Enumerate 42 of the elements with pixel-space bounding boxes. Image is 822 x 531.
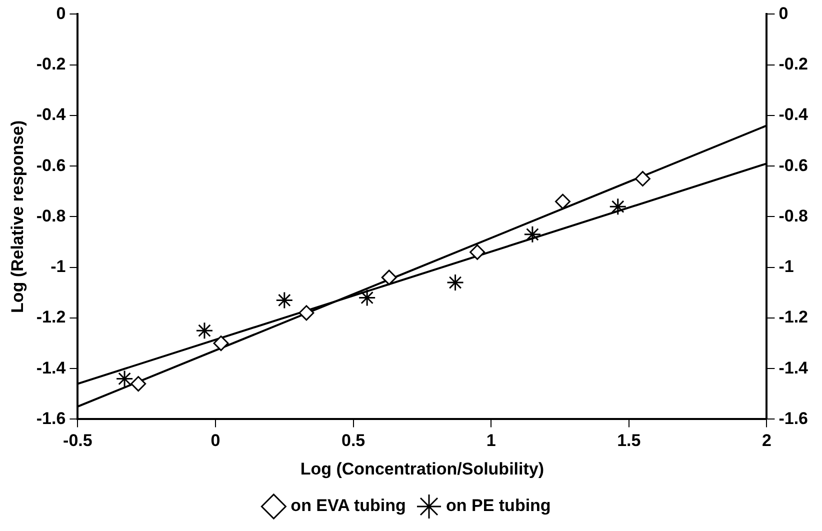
y-tick-label: -1: [50, 257, 66, 276]
legend-label: on PE tubing: [446, 496, 551, 516]
point: [116, 370, 134, 388]
point: [358, 288, 376, 306]
y2-tick-label: 0: [778, 4, 788, 23]
point: [298, 305, 314, 321]
y2-tick-label: -1.2: [778, 308, 808, 327]
y-tick-label: -1.4: [36, 358, 66, 378]
y2-tick-label: -0.2: [778, 54, 808, 74]
point: [524, 226, 542, 244]
point: [634, 170, 650, 186]
y2-tick-label: -0.4: [778, 105, 809, 124]
y-axis-title: Log (Relative response): [8, 120, 27, 314]
legend-label: on EVA tubing: [290, 496, 406, 516]
y-tick-label: -0.2: [36, 54, 66, 74]
y2-tick-label: -0.6: [778, 156, 808, 175]
point: [213, 336, 229, 352]
point: [276, 291, 294, 309]
x-axis-title: Log (Concentration/Solubility): [300, 459, 544, 478]
y2-tick-label: -1: [778, 257, 794, 276]
y-tick-label: -0.4: [36, 105, 66, 124]
x-tick-label: 0.5: [341, 431, 366, 450]
y-tick-label: -1.6: [36, 408, 66, 428]
y2-tick-label: -1.6: [778, 408, 808, 428]
x-tick-label: -0.5: [63, 431, 92, 450]
point: [381, 270, 397, 286]
y2-tick-label: -1.4: [778, 358, 809, 378]
x-tick-label: 0: [210, 431, 220, 450]
point: [130, 376, 146, 392]
x-tick-label: 1: [486, 431, 496, 450]
y2-tick-label: -0.8: [778, 206, 808, 226]
y-tick-label: -1.2: [36, 308, 66, 327]
y-tick-label: -0.6: [36, 156, 66, 175]
point: [446, 274, 464, 292]
point: [196, 322, 214, 340]
x-tick-label: 1.5: [617, 431, 641, 450]
y-tick-label: 0: [56, 4, 66, 23]
point: [555, 194, 571, 210]
point: [470, 244, 486, 260]
x-tick-label: 2: [762, 431, 772, 450]
y-tick-label: -0.8: [36, 206, 66, 226]
point: [609, 198, 627, 216]
